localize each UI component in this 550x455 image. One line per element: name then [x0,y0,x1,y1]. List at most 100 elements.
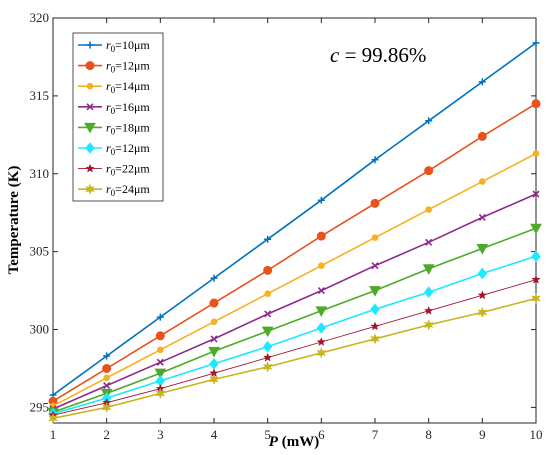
y-tick-label-4: 315 [30,88,50,103]
series-3-point-1 [103,382,111,390]
series-6-point-7 [424,305,434,315]
series-7-line [52,297,537,420]
series-1-point-1 [102,363,112,373]
series-2-point-7 [425,206,432,213]
legend-item-7: r0=24μm [78,182,150,198]
x-tick-label-0: 1 [50,427,57,442]
legend-marker-4 [84,122,96,134]
series-6-point-8 [477,290,487,300]
legend-marker-3 [86,103,94,111]
series-4-point-6 [369,286,381,297]
series-3-point-8 [478,213,486,221]
series-1-point-7 [424,166,434,176]
series-0-point-1 [103,352,111,360]
x-tick-label-7: 8 [425,427,432,442]
legend-marker-1 [85,61,95,71]
series-3-point-2 [156,358,164,366]
series-4-point-2 [154,368,167,380]
y-tick-label-5: 320 [30,10,50,25]
x-tick-label-1: 2 [103,427,110,442]
legend-value: =24μm [115,182,150,196]
series-7-point-1 [101,401,112,414]
x-tick-label-2: 3 [157,427,164,442]
series-0-line [52,42,537,396]
series-2-point-1 [103,374,110,382]
legend-value: =12μm [115,141,150,155]
series-7-point-0 [48,412,58,425]
series-1-line [52,103,537,402]
series-0-point-7 [425,117,433,125]
series-1 [48,99,541,406]
series-7-point-3 [209,373,219,386]
series-6-line [52,279,537,416]
series-layer [47,39,542,425]
series-1-point-9 [531,99,541,109]
x-axis-label: P (mW) [269,434,319,450]
series-0-point-6 [371,156,379,164]
legend-value: =14μm [115,79,150,93]
annotation: c = 99.86% [330,43,426,67]
legend-sub: 0 [111,147,116,157]
legend-var: r [106,162,111,176]
series-6-point-4 [263,352,273,362]
legend-var: r [106,79,111,93]
legend-var: r [106,141,111,155]
series-4-point-5 [315,306,328,317]
series-7-point-9 [531,292,541,305]
legend-var: r [106,100,111,114]
legend-item-1: r0=12μm [78,59,150,75]
series-2 [49,150,540,410]
legend-var: r [106,59,111,73]
series-2-point-5 [318,262,325,269]
series-2-point-6 [371,234,379,241]
series-5 [48,250,541,420]
legend-item-3: r0=16μm [78,100,150,116]
legend-sub: 0 [111,188,116,198]
legend-sub: 0 [111,85,116,95]
series-1-point-3 [209,298,219,308]
series-5-point-8 [477,267,487,280]
series-0-point-5 [317,196,325,204]
legend-item-6: r0=22μm [78,162,150,178]
series-5-point-9 [531,250,541,263]
legend-label-6: r0=22μm [106,162,150,178]
series-7-point-6 [370,333,380,345]
legend-sub: 0 [111,44,116,54]
legend-label-7: r0=24μm [106,182,150,198]
legend-item-0: r0=10μm [78,38,150,54]
axis-ticks: 1 2 3 4 5 6 7 8 9 10 295 300 305 310 315 320 [30,10,543,442]
series-3-point-5 [317,287,325,295]
legend-var: r [106,182,111,196]
series-3-point-7 [425,238,433,246]
series-1-point-4 [263,265,273,275]
legend-value: =10μm [115,38,150,52]
series-7-point-7 [423,319,434,331]
legend-item-4: r0=18μm [78,120,150,136]
y-tick-label-3: 310 [30,166,50,181]
series-7 [48,292,541,425]
legend-value: =12μm [115,59,150,73]
series-5-point-6 [370,303,380,316]
x-tick-label-4: 5 [264,427,271,442]
series-7-point-5 [316,347,327,359]
series-6-point-9 [531,274,541,284]
series-4-point-8 [476,244,489,255]
x-tick-label-9: 10 [530,427,543,442]
x-tick-label-8: 9 [479,427,486,442]
series-6-point-6 [370,321,380,331]
series-7-point-2 [155,387,166,400]
series-0 [49,39,540,399]
series-4-point-4 [261,326,274,338]
legend-value: =16μm [115,100,150,114]
series-6-point-5 [316,337,326,346]
series-4 [47,223,542,419]
series-5-point-7 [424,286,434,298]
series-4-point-3 [208,346,220,358]
legend-label-4: r0=18μm [106,120,150,136]
legend-label-3: r0=16μm [106,100,150,116]
x-tick-label-6: 7 [372,427,379,442]
series-5-point-5 [316,322,326,334]
series-0-point-4 [264,235,272,243]
legend-sub: 0 [111,126,116,136]
y-tick-label-0: 295 [30,399,50,414]
